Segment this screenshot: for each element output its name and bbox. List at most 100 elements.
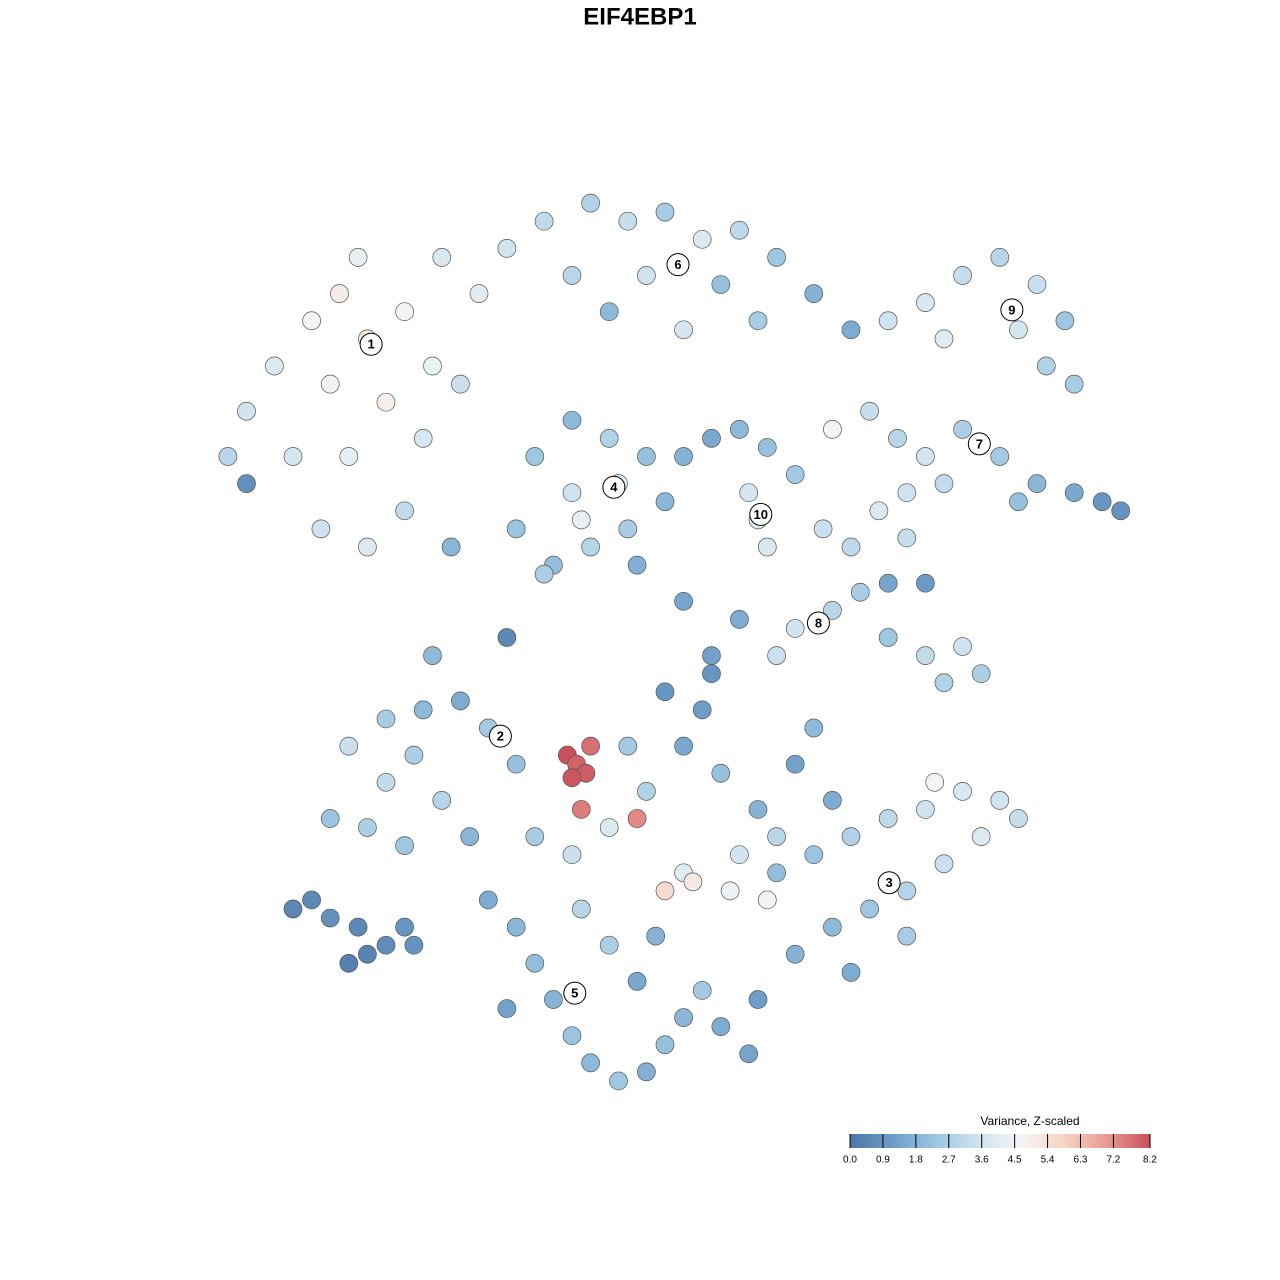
point: [413, 429, 433, 448]
point: [990, 248, 1010, 267]
point: [878, 311, 898, 331]
point: [469, 284, 489, 303]
point: [348, 917, 368, 937]
point: [525, 953, 545, 973]
point: [804, 284, 824, 303]
point: [237, 474, 256, 493]
point: [767, 646, 786, 665]
point: [804, 718, 824, 738]
point: [358, 818, 377, 837]
point: [692, 981, 712, 1000]
point: [395, 836, 414, 856]
cluster-label: 2: [497, 729, 504, 744]
point: [423, 646, 442, 665]
point: [562, 1026, 582, 1046]
point: [711, 275, 731, 294]
colorbar-tick-label: 4.5: [1008, 1155, 1022, 1166]
point: [1064, 374, 1084, 394]
point: [916, 800, 935, 819]
point: [748, 990, 768, 1009]
point: [627, 972, 647, 991]
point: [934, 474, 954, 493]
point: [581, 736, 600, 756]
point: [1092, 492, 1112, 512]
cluster-label-bg: [967, 432, 991, 456]
point: [730, 420, 749, 439]
point: [339, 447, 359, 466]
point: [302, 311, 321, 331]
point: [813, 519, 833, 539]
point: [348, 248, 368, 267]
point: [534, 211, 554, 231]
point: [860, 899, 879, 919]
point: [711, 763, 731, 783]
point: [618, 519, 638, 539]
point: [934, 854, 954, 874]
point: [953, 266, 972, 285]
point: [916, 293, 935, 312]
point: [320, 908, 340, 928]
point: [506, 519, 526, 539]
point: [320, 374, 340, 394]
point: [1036, 356, 1056, 376]
point: [971, 664, 991, 684]
point: [916, 573, 935, 593]
point: [627, 809, 647, 828]
point: [637, 266, 656, 285]
point: [1055, 311, 1075, 331]
point: [785, 754, 805, 774]
point: [897, 926, 917, 946]
point: [841, 962, 861, 982]
point: [990, 791, 1010, 810]
point: [358, 537, 377, 557]
cluster-label-bg: [877, 871, 901, 895]
point: [544, 990, 563, 1009]
point: [878, 809, 898, 828]
point: [283, 447, 303, 466]
point: [850, 582, 870, 602]
cluster-label-bg: [359, 332, 383, 356]
chart-title: EIF4EBP1: [583, 3, 696, 30]
point: [506, 917, 526, 937]
point: [581, 1053, 600, 1073]
point: [358, 944, 377, 964]
colorbar-tick-label: 0.9: [876, 1155, 890, 1166]
point: [599, 302, 619, 322]
point: [730, 845, 749, 865]
point: [441, 537, 461, 557]
colorbar-tick-label: 5.4: [1041, 1155, 1055, 1166]
point: [655, 682, 675, 702]
colorbar-tick-label: 2.7: [942, 1155, 956, 1166]
point: [376, 709, 396, 729]
point: [627, 555, 647, 575]
colorbar-tick-label: 8.2: [1143, 1155, 1157, 1166]
point: [720, 881, 740, 901]
point: [702, 429, 721, 448]
cluster-label-bg: [488, 724, 512, 748]
point: [618, 211, 638, 231]
point: [1111, 501, 1131, 521]
point: [395, 917, 414, 937]
colorbar-tick-label: 6.3: [1074, 1155, 1088, 1166]
point: [674, 591, 693, 611]
point: [599, 935, 619, 955]
point: [869, 501, 889, 521]
point: [878, 573, 898, 593]
point: [562, 483, 582, 503]
cluster-label: 3: [886, 875, 893, 890]
point: [218, 447, 238, 466]
point: [451, 691, 470, 711]
cluster-label-bg: [666, 253, 690, 277]
point: [1027, 474, 1047, 493]
point: [571, 800, 591, 819]
colorbar-tick-label: 7.2: [1106, 1155, 1120, 1166]
point: [525, 447, 545, 466]
point: [395, 302, 414, 322]
cluster-label: 8: [815, 615, 822, 630]
point: [823, 600, 842, 620]
point: [711, 1017, 731, 1037]
point: [953, 637, 972, 656]
point: [841, 320, 861, 340]
point: [1027, 275, 1047, 294]
